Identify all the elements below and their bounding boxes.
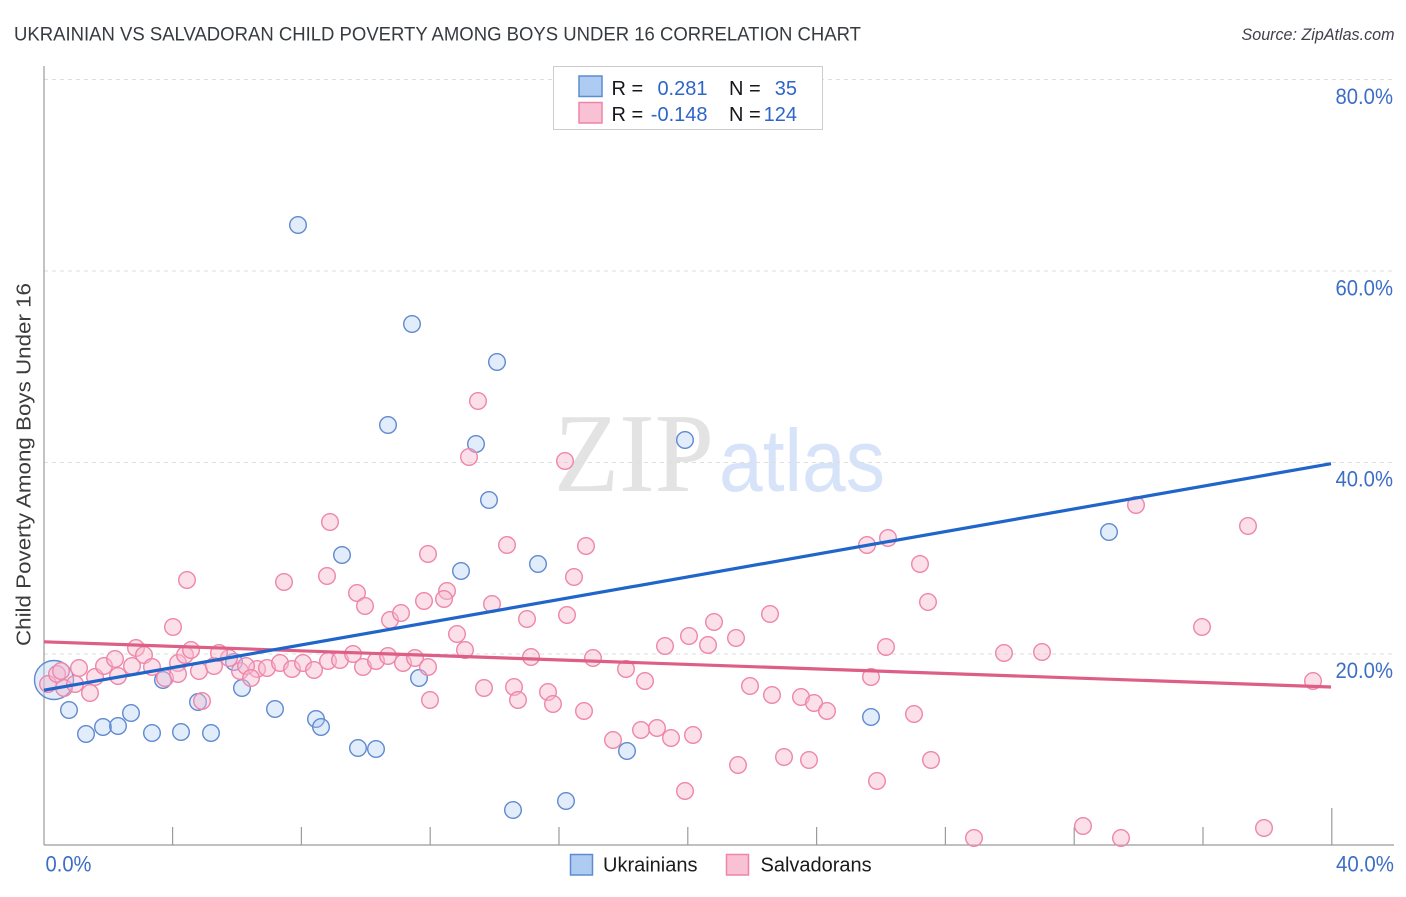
- svg-text:-0.148: -0.148: [651, 104, 708, 126]
- svg-text:20.0%: 20.0%: [1336, 658, 1394, 683]
- svg-text:Child Poverty Among Boys Under: Child Poverty Among Boys Under 16: [14, 283, 36, 646]
- svg-text:R =: R =: [612, 104, 644, 126]
- svg-text:Salvadorans: Salvadorans: [761, 855, 872, 877]
- svg-text:R =: R =: [612, 78, 644, 100]
- svg-text:N =: N =: [729, 78, 761, 100]
- svg-text:124: 124: [764, 104, 797, 126]
- svg-text:UKRAINIAN VS SALVADORAN CHILD: UKRAINIAN VS SALVADORAN CHILD POVERTY AM…: [14, 24, 861, 46]
- svg-text:0.0%: 0.0%: [46, 852, 92, 877]
- svg-text:0.281: 0.281: [657, 78, 707, 100]
- svg-text:40.0%: 40.0%: [1336, 467, 1394, 492]
- svg-text:60.0%: 60.0%: [1336, 275, 1394, 300]
- svg-text:atlas: atlas: [719, 411, 885, 510]
- svg-text:Source: ZipAtlas.com: Source: ZipAtlas.com: [1242, 25, 1395, 44]
- svg-text:Ukrainians: Ukrainians: [603, 855, 697, 877]
- svg-text:35: 35: [775, 78, 797, 100]
- svg-text:N =: N =: [729, 104, 761, 126]
- svg-text:40.0%: 40.0%: [1336, 852, 1394, 877]
- svg-text:ZIP: ZIP: [554, 392, 714, 516]
- svg-text:80.0%: 80.0%: [1336, 84, 1394, 109]
